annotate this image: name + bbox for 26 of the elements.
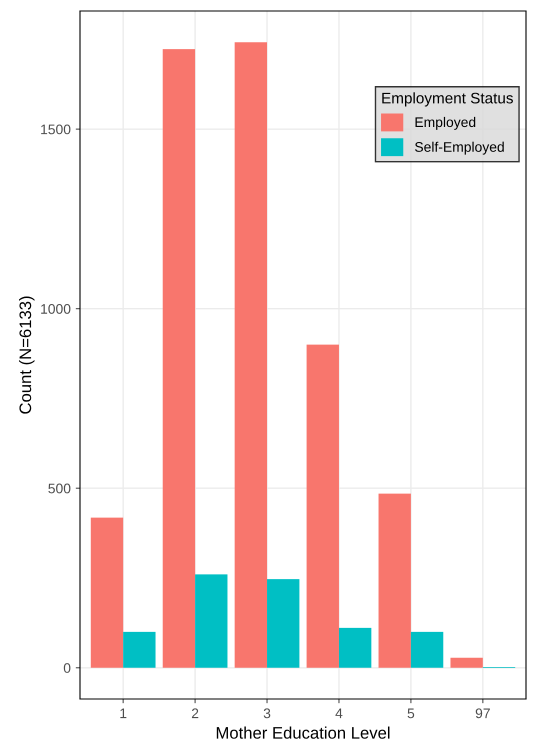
bar: [338, 628, 372, 668]
bar: [378, 494, 411, 668]
legend-label: Self-Employed: [415, 142, 504, 155]
x-tick-label: 2: [192, 708, 198, 718]
y-axis-title: Count (N=6133): [18, 296, 35, 414]
y-tick-label: 500: [48, 484, 70, 494]
x-tick-label: 3: [264, 708, 270, 718]
y-tick-label: 1500: [41, 124, 70, 134]
x-tick-label: 4: [335, 708, 342, 718]
bar: [234, 42, 268, 668]
x-tick-label: 97: [476, 708, 490, 718]
bar: [450, 658, 483, 668]
x-axis-title: Mother Education Level: [216, 726, 390, 739]
y-tick-label: 0: [64, 663, 70, 673]
bar: [123, 632, 156, 668]
x-tick-label: 1: [120, 708, 126, 718]
bar: [306, 344, 339, 668]
legend-label: Employed: [416, 116, 476, 130]
bar: [90, 518, 124, 668]
bar: [410, 632, 444, 668]
bar: [267, 579, 300, 668]
bar: [162, 49, 196, 668]
x-tick-label: 5: [408, 708, 414, 718]
bar: [195, 574, 228, 668]
y-tick-label: 1000: [41, 304, 70, 314]
legend-title: Employment Status: [382, 92, 513, 107]
